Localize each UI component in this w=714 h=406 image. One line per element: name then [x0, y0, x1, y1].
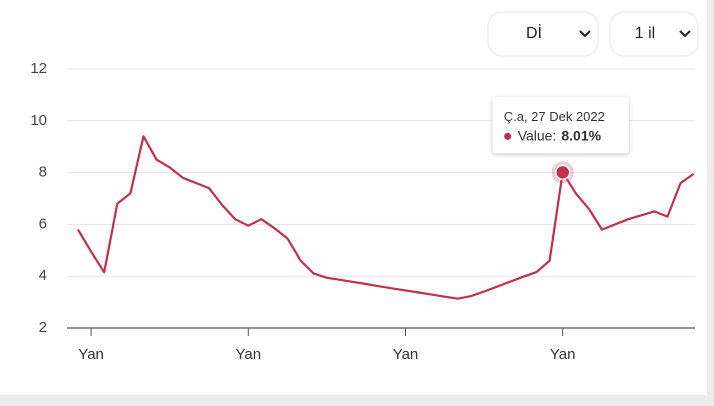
hover-marker: [554, 164, 571, 181]
y-tick-label: 10: [30, 112, 47, 129]
y-tick-label: 12: [30, 60, 47, 77]
tooltip-value-label: 8.01%: [561, 127, 601, 143]
dropdown[interactable]: 1 il: [609, 11, 699, 57]
y-tick-label: 6: [39, 215, 47, 232]
x-tick-label: Yan: [78, 346, 104, 363]
tooltip-swatch: [504, 132, 512, 140]
tooltip-value: Value: 8.01%: [518, 127, 602, 143]
tooltip-box: [492, 97, 629, 154]
x-tick-label: Yan: [393, 346, 419, 363]
tooltip-label: Value:: [518, 127, 557, 143]
dropdown-label[interactable]: Dİ: [526, 23, 542, 42]
dropdown[interactable]: Dİ: [487, 11, 599, 57]
card: [0, 0, 707, 395]
dropdown-label[interactable]: 1 il: [635, 25, 655, 42]
y-tick-label: 4: [39, 267, 47, 284]
chevron: [679, 30, 691, 38]
x-tick-label: Yan: [550, 346, 576, 363]
line: [77, 135, 695, 300]
tooltip-title: Ç.a, 27 Dek 2022: [504, 109, 605, 124]
chevron: [579, 30, 591, 38]
y-tick-label: 2: [39, 319, 47, 336]
y-tick-label: 8: [39, 164, 47, 181]
tooltip: Ç.a, 27 Dek 2022 Value: 8.01%: [492, 97, 629, 154]
x-tick-label: Yan: [236, 346, 262, 363]
